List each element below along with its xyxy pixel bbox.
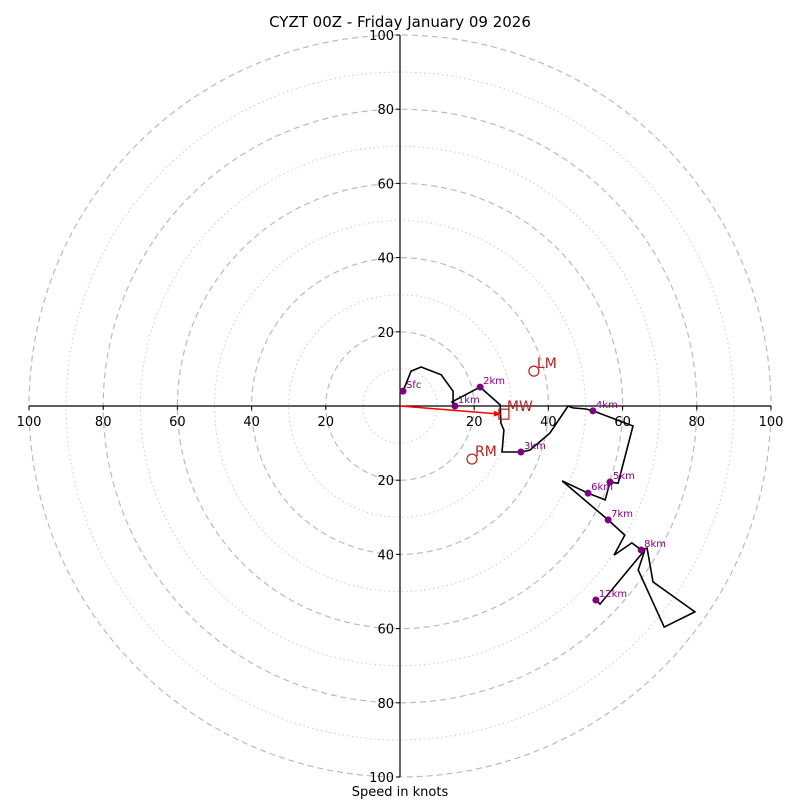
level-label-6km: 6km — [591, 482, 613, 493]
mean-wind-arrow-head — [493, 410, 501, 417]
level-label-3km: 3km — [524, 441, 546, 452]
level-label-1km: 1km — [458, 395, 480, 406]
mean-wind-arrow-shaft — [399, 405, 501, 415]
tick-label-left-60: 60 — [169, 415, 186, 430]
mw-label: MW — [507, 399, 533, 415]
tick-label-left-40: 40 — [243, 415, 260, 430]
lm-label: LM — [537, 356, 557, 372]
level-point-2km — [476, 383, 484, 391]
level-point-5km — [606, 478, 614, 486]
level-label-5km: 5km — [613, 471, 635, 482]
tick-label-left-80: 80 — [95, 415, 112, 430]
level-point-4km — [589, 407, 597, 415]
tick-label-bottom-60: 60 — [377, 623, 394, 638]
level-label-12km: 12km — [599, 589, 627, 600]
tick-label-bottom-100: 100 — [369, 771, 394, 786]
level-label-7km: 7km — [611, 509, 633, 520]
mean-wind-arrow — [399, 405, 501, 417]
level-point-3km — [517, 448, 525, 456]
level-point-8km — [637, 546, 645, 554]
level-point-sfc — [399, 387, 407, 395]
level-label-8km: 8km — [644, 539, 666, 550]
level-label-sfc: Sfc — [406, 380, 421, 391]
tick-label-top-60: 60 — [377, 177, 394, 192]
tick-label-bottom-20: 20 — [377, 474, 394, 489]
tick-label-left-20: 20 — [318, 415, 335, 430]
level-point-1km — [451, 402, 459, 410]
x-axis-label: Speed in knots — [352, 785, 449, 800]
mw-marker — [498, 408, 510, 420]
tick-label-right-40: 40 — [540, 415, 557, 430]
tick-label-right-20: 20 — [466, 415, 483, 430]
rm-marker — [466, 453, 478, 465]
level-point-12km — [592, 596, 600, 604]
lm-marker — [528, 365, 540, 377]
tick-label-bottom-80: 80 — [377, 697, 394, 712]
tick-label-right-100: 100 — [759, 415, 784, 430]
tick-label-left-100: 100 — [17, 415, 42, 430]
tick-label-top-80: 80 — [377, 103, 394, 118]
chart-title: CYZT 00Z - Friday January 09 2026 — [269, 13, 531, 31]
tick-label-bottom-40: 40 — [377, 548, 394, 563]
tick-label-top-40: 40 — [377, 252, 394, 267]
tick-label-top-20: 20 — [377, 326, 394, 341]
level-point-6km — [584, 489, 592, 497]
tick-label-top-100: 100 — [369, 29, 394, 44]
level-label-4km: 4km — [596, 400, 618, 411]
tick-label-right-80: 80 — [689, 415, 706, 430]
storm-motion-markers: LM RM MW — [466, 356, 557, 465]
level-label-2km: 2km — [483, 376, 505, 387]
level-point-7km — [604, 516, 612, 524]
rm-label: RM — [475, 444, 497, 460]
